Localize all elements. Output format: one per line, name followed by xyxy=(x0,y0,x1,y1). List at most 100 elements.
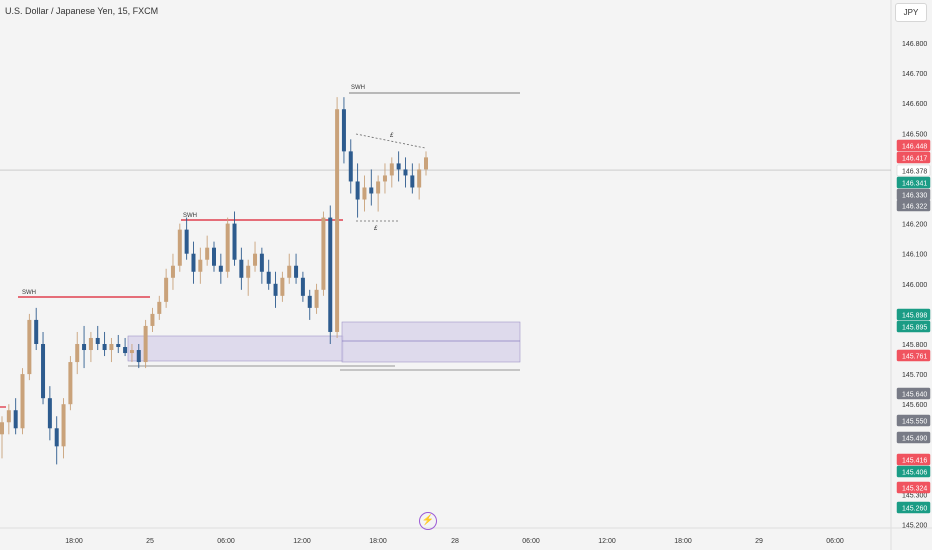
x-tick-label: 18:00 xyxy=(674,538,692,545)
x-tick-label: 12:00 xyxy=(293,538,311,545)
y-tick-label: 145.700 xyxy=(902,372,927,379)
candle-body xyxy=(82,344,87,351)
x-tick-label: 25 xyxy=(146,538,154,545)
candle-body xyxy=(109,344,114,351)
equal-highs-label: £ xyxy=(389,133,394,139)
demand-zone-left xyxy=(127,335,344,362)
candle-body xyxy=(61,404,66,447)
candle-body xyxy=(205,247,210,260)
candle-body xyxy=(232,223,237,260)
price-label-box xyxy=(896,164,931,177)
candle-body xyxy=(396,163,401,170)
price-label: 145.490 xyxy=(902,436,927,443)
swh-label: SWH xyxy=(351,85,365,91)
candle-body xyxy=(102,344,107,351)
candle-body xyxy=(280,277,285,296)
price-label: 145.895 xyxy=(902,325,927,332)
candle-body xyxy=(341,109,346,152)
x-tick-label: 29 xyxy=(755,538,763,545)
demand-zone-right xyxy=(341,321,521,363)
candle-body xyxy=(75,344,80,363)
y-tick-label: 145.800 xyxy=(902,342,927,349)
candle-body xyxy=(20,374,25,429)
candle-body xyxy=(0,422,4,435)
candle-body xyxy=(362,187,367,200)
candle-body xyxy=(389,163,394,176)
x-tick-label: 06:00 xyxy=(522,538,540,545)
candle-body xyxy=(246,265,251,278)
x-tick-label: 12:00 xyxy=(598,538,616,545)
lightning-icon[interactable]: ⚡ xyxy=(419,512,437,530)
price-label-box xyxy=(896,431,931,444)
candle-body xyxy=(184,229,189,254)
candle-body xyxy=(335,109,340,332)
y-tick-label: 146.500 xyxy=(902,131,927,138)
candle-body xyxy=(34,319,39,344)
candle-body xyxy=(123,347,128,354)
price-label: 145.898 xyxy=(902,313,927,320)
price-label: 145.761 xyxy=(902,354,927,361)
candle-body xyxy=(95,337,100,344)
price-label-box xyxy=(896,176,931,189)
candle-body xyxy=(287,265,292,278)
price-label-box xyxy=(896,501,931,514)
price-label-box xyxy=(896,465,931,478)
x-tick-label: 18:00 xyxy=(65,538,83,545)
price-label-box xyxy=(896,320,931,333)
price-label-box xyxy=(896,387,931,400)
y-tick-label: 145.200 xyxy=(902,523,927,530)
candle-body xyxy=(13,410,18,429)
price-label-box xyxy=(896,139,931,152)
candle-body xyxy=(328,217,333,332)
price-label: 146.341 xyxy=(902,181,927,188)
candle-body xyxy=(307,295,312,308)
candle-body xyxy=(410,175,415,188)
candle-body xyxy=(417,169,422,188)
price-label-box xyxy=(896,308,931,321)
price-label: 145.260 xyxy=(902,506,927,513)
candle-body xyxy=(198,259,203,272)
candle-body xyxy=(266,271,271,284)
candle-body xyxy=(157,301,162,314)
y-tick-label: 145.600 xyxy=(902,402,927,409)
price-label: 146.378 xyxy=(902,169,927,176)
candle-body xyxy=(369,187,374,194)
price-label: 145.550 xyxy=(902,419,927,426)
candle-body xyxy=(143,325,148,363)
candle-body xyxy=(403,169,408,176)
price-label-box xyxy=(896,414,931,427)
price-label: 145.640 xyxy=(902,392,927,399)
candle-body xyxy=(212,247,216,266)
currency-selector[interactable]: JPY xyxy=(895,3,927,22)
candle-body xyxy=(253,253,258,266)
candle-body xyxy=(177,229,182,266)
candle-body xyxy=(47,398,52,429)
candle-body xyxy=(259,253,264,272)
candle-body xyxy=(116,344,121,348)
candle-body xyxy=(355,181,360,200)
candle-body xyxy=(54,428,59,447)
y-tick-label: 146.600 xyxy=(902,101,927,108)
y-tick-label: 146.800 xyxy=(902,41,927,48)
price-label-box xyxy=(896,199,931,212)
x-tick-label: 06:00 xyxy=(217,538,235,545)
price-label-box xyxy=(896,453,931,466)
candle-body xyxy=(273,283,278,296)
price-label: 145.406 xyxy=(902,470,927,477)
candle-body xyxy=(41,344,46,399)
candle-body xyxy=(314,289,319,308)
swh-label: SWH xyxy=(183,213,197,219)
candle-body xyxy=(68,362,73,405)
candle-body xyxy=(218,265,223,272)
candle-body xyxy=(348,151,353,182)
candle-body xyxy=(300,277,305,296)
candle-body xyxy=(27,319,32,375)
candle-body xyxy=(321,217,326,290)
candle-body xyxy=(164,277,169,302)
price-label-box xyxy=(896,349,931,362)
price-label: 145.324 xyxy=(902,486,927,493)
price-label: 145.416 xyxy=(902,458,927,465)
y-tick-label: 146.100 xyxy=(902,252,927,259)
x-tick-label: 28 xyxy=(451,538,459,545)
